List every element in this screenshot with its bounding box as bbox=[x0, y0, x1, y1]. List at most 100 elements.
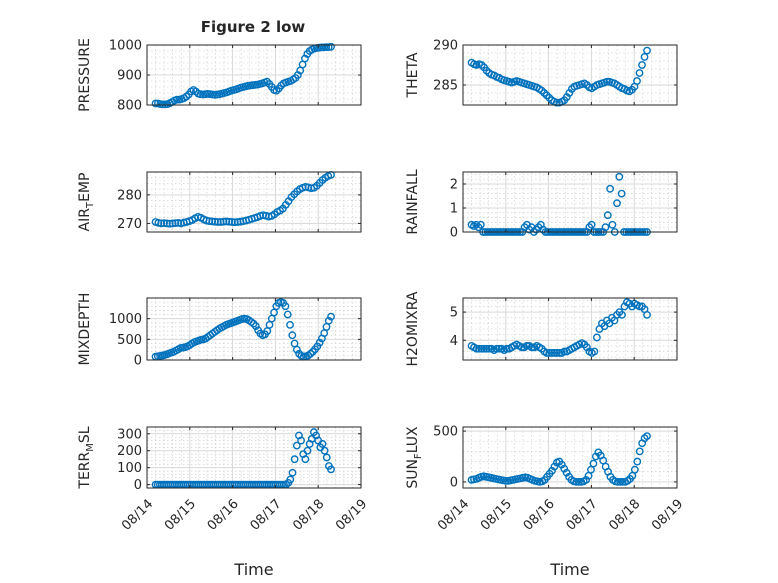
y-tick-label: 900 bbox=[117, 69, 142, 84]
data-point bbox=[589, 459, 598, 468]
x-tick-label: 08/17 bbox=[564, 497, 601, 534]
x-tick-label: 08/19 bbox=[333, 497, 370, 534]
y-axis-label: TERRMSL bbox=[77, 426, 96, 489]
data-point bbox=[216, 218, 225, 226]
data-point bbox=[251, 322, 260, 331]
data-point bbox=[635, 69, 644, 77]
data-point bbox=[208, 217, 217, 226]
y-axis-label: SUNFLUX bbox=[405, 426, 424, 489]
axes-background bbox=[462, 171, 678, 233]
x-tick-label: 08/17 bbox=[248, 497, 285, 534]
x-tick-label: 08/16 bbox=[521, 497, 558, 534]
data-point bbox=[327, 465, 335, 474]
data-point bbox=[225, 217, 234, 226]
data-point bbox=[527, 343, 536, 352]
y-tick-label: 285 bbox=[433, 79, 458, 94]
data-point bbox=[501, 476, 510, 485]
data-point bbox=[643, 311, 651, 319]
data-point bbox=[635, 447, 644, 456]
data-point bbox=[640, 53, 649, 61]
data-point bbox=[165, 219, 174, 228]
data-point bbox=[643, 432, 651, 441]
y-tick-label: 5 bbox=[450, 306, 458, 321]
data-point bbox=[173, 95, 181, 104]
data-point bbox=[542, 349, 551, 357]
y-tick-label: 200 bbox=[117, 444, 142, 459]
axes-frame bbox=[146, 426, 362, 489]
data-point bbox=[480, 344, 488, 353]
data-point bbox=[475, 344, 483, 353]
data-point bbox=[297, 436, 305, 445]
y-tick-label: 0 bbox=[450, 226, 458, 241]
data-point bbox=[324, 316, 333, 325]
data-point bbox=[288, 468, 297, 477]
data-point bbox=[477, 344, 486, 353]
data-point bbox=[283, 310, 292, 319]
y-axis-label: MIXDEPTH bbox=[77, 293, 93, 366]
data-point bbox=[560, 347, 569, 356]
x-tick-label: 08/14 bbox=[435, 497, 472, 534]
data-point bbox=[301, 455, 310, 464]
data-point bbox=[292, 441, 301, 450]
data-point bbox=[322, 453, 331, 462]
data-point bbox=[303, 446, 312, 455]
data-point bbox=[327, 42, 335, 51]
y-tick-label: 280 bbox=[117, 188, 142, 203]
subplot-1: 800 900 1000 PRESSURE bbox=[77, 38, 362, 114]
y-tick-label: 500 bbox=[433, 425, 458, 440]
data-point bbox=[482, 344, 491, 353]
subplot-7: 08/14 08/15 08/16 08/17 08/18 08/19 0 100 200 300… bbox=[77, 426, 370, 579]
x-tick-label: 08/15 bbox=[478, 497, 515, 534]
subplot-8: 08/14 08/15 08/16 08/17 08/18 08/19 0 500 SUNFLU… bbox=[405, 425, 686, 579]
data-point bbox=[327, 312, 335, 321]
x-axis-label: Time bbox=[549, 560, 589, 579]
data-point bbox=[643, 46, 651, 55]
y-tick-label: 100 bbox=[117, 461, 142, 476]
data-point bbox=[286, 475, 295, 484]
y-tick-label: 0 bbox=[134, 354, 142, 369]
y-tick-label: 270 bbox=[117, 217, 142, 232]
data-point bbox=[502, 344, 511, 353]
axes-frame bbox=[462, 426, 678, 489]
data-point bbox=[613, 199, 621, 208]
axes-frame bbox=[462, 297, 678, 361]
x-tick-label: 08/19 bbox=[649, 497, 686, 534]
x-tick-label: 08/16 bbox=[205, 497, 242, 534]
data-point bbox=[162, 219, 171, 228]
y-tick-label: 1000 bbox=[109, 39, 142, 54]
data-point bbox=[168, 219, 177, 228]
data-point bbox=[205, 217, 214, 226]
y-tick-label: 1000 bbox=[109, 312, 142, 327]
data-point bbox=[574, 477, 583, 486]
y-tick-label: 800 bbox=[117, 99, 142, 114]
data-point bbox=[587, 220, 596, 229]
y-tick-label: 4 bbox=[450, 334, 458, 349]
y-tick-label: 500 bbox=[117, 333, 142, 348]
axes-frame bbox=[146, 297, 362, 361]
subplot-2: 285 290 THETA bbox=[405, 39, 678, 107]
data-point bbox=[151, 99, 160, 108]
axes-background bbox=[146, 426, 362, 489]
y-tick-label: 290 bbox=[433, 39, 458, 54]
data-point bbox=[522, 342, 531, 350]
y-axis-label: RAINFALL bbox=[405, 169, 421, 234]
data-point bbox=[290, 455, 299, 464]
data-point bbox=[545, 349, 554, 357]
subplot-6: 4 5 H2OMIXRA bbox=[405, 291, 678, 367]
data-point bbox=[590, 347, 599, 356]
data-point bbox=[472, 220, 481, 229]
axes-frame bbox=[462, 44, 678, 106]
data-point bbox=[306, 349, 315, 358]
data-point bbox=[572, 477, 581, 486]
data-point bbox=[608, 220, 617, 229]
data-point bbox=[222, 217, 231, 226]
x-tick-label: 08/18 bbox=[606, 497, 643, 534]
x-axis-label: Time bbox=[233, 560, 273, 579]
data-point bbox=[158, 100, 167, 109]
data-point bbox=[603, 77, 611, 86]
data-point bbox=[547, 349, 556, 357]
data-point bbox=[601, 223, 610, 232]
data-point bbox=[160, 219, 168, 228]
data-point bbox=[474, 223, 483, 232]
